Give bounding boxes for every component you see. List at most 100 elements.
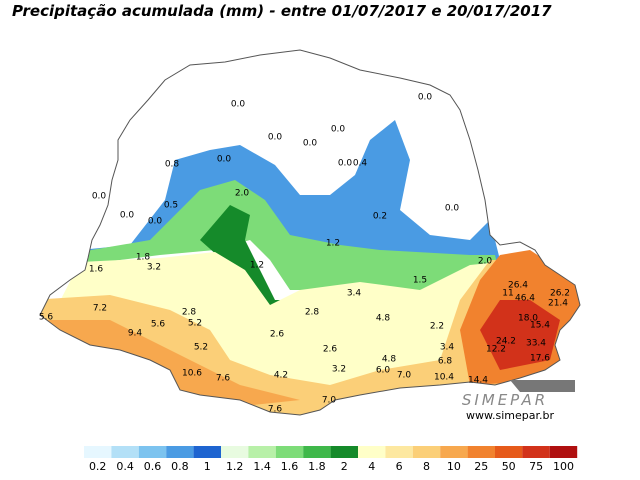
station-value: 0.0 xyxy=(268,133,283,143)
legend-swatch xyxy=(330,446,358,458)
logo-url: www.simepar.br xyxy=(466,409,554,422)
station-value: 4.2 xyxy=(274,371,288,381)
station-value: 0.8 xyxy=(165,160,180,170)
legend-label: 1 xyxy=(204,460,211,473)
legend-label: 1.6 xyxy=(281,460,299,473)
station-value: 1.5 xyxy=(413,276,427,286)
station-value: 6.8 xyxy=(438,357,453,367)
legend-swatch xyxy=(522,446,550,458)
station-value: 0.0 xyxy=(231,100,246,110)
station-value: 7.2 xyxy=(93,304,107,314)
zone-red xyxy=(480,300,560,370)
legend-label: 0.4 xyxy=(116,460,134,473)
station-value: 10.4 xyxy=(434,373,454,383)
state-border xyxy=(39,49,581,416)
legend-label: 75 xyxy=(529,460,543,473)
station-value: 11 xyxy=(502,289,513,299)
station-value: 26.4 xyxy=(508,281,528,291)
legend-label: 1.4 xyxy=(253,460,271,473)
station-value: 14.4 xyxy=(468,376,488,386)
station-value: 1.8 xyxy=(136,253,151,263)
legend-label: 1.2 xyxy=(226,460,244,473)
station-value: 2.6 xyxy=(270,330,285,340)
legend-swatch xyxy=(385,446,413,458)
logo-name: SIMEPAR xyxy=(462,391,548,409)
legend-swatch xyxy=(166,446,194,458)
legend-label: 10 xyxy=(447,460,461,473)
legend-swatch xyxy=(549,446,578,458)
legend-swatch xyxy=(248,446,276,458)
station-value: 24.2 xyxy=(496,337,516,347)
station-value: 18.0 xyxy=(518,314,538,324)
station-value: 1.2 xyxy=(326,239,340,249)
station-value: 0.2 xyxy=(373,212,387,222)
station-value: 5.6 xyxy=(39,313,54,323)
station-value: 2.0 xyxy=(478,257,493,267)
logo-mark xyxy=(510,380,575,392)
station-value: 0.0 xyxy=(217,155,232,165)
legend-label: 0.8 xyxy=(171,460,189,473)
station-value: 2.6 xyxy=(323,345,338,355)
legend-label: 25 xyxy=(474,460,488,473)
title: Precipitação acumulada (mm) - entre 01/0… xyxy=(12,2,552,20)
station-value: 5.2 xyxy=(188,319,202,329)
station-value: 1.6 xyxy=(89,265,104,275)
station-value: 2.0 xyxy=(235,189,250,199)
legend-label: 1.8 xyxy=(308,460,326,473)
station-value: 12.2 xyxy=(486,345,506,355)
station-value: 6.0 xyxy=(376,366,391,376)
station-value: 26.2 xyxy=(550,289,570,299)
station-value: 15.4 xyxy=(530,321,550,331)
station-value: 33.4 xyxy=(526,339,546,349)
station-value: 3.4 xyxy=(440,343,455,353)
legend-swatch xyxy=(221,446,249,458)
station-value: 0.0 xyxy=(445,204,460,214)
station-value: 0.0 xyxy=(148,217,163,227)
station-value: 3.2 xyxy=(332,365,346,375)
legend-swatch xyxy=(358,446,386,458)
station-value: 0.4 xyxy=(353,159,368,169)
station-value: 0.0 xyxy=(303,139,318,149)
station-value: 3.2 xyxy=(147,263,161,273)
legend-swatch xyxy=(111,446,139,458)
station-value: 0.0 xyxy=(338,159,353,169)
station-value: 0.0 xyxy=(418,93,433,103)
legend-swatch xyxy=(495,446,523,458)
legend-swatch xyxy=(303,446,331,458)
legend-swatch xyxy=(84,446,112,458)
station-value: 0.0 xyxy=(92,192,107,202)
legend-label: 50 xyxy=(502,460,516,473)
legend-label: 0.2 xyxy=(89,460,107,473)
station-value: 7.0 xyxy=(397,371,412,381)
legend-label: 2 xyxy=(341,460,348,473)
station-value: 0.0 xyxy=(331,125,346,135)
station-value: 7.6 xyxy=(268,405,283,415)
legend-swatch xyxy=(193,446,221,458)
legend-label: 8 xyxy=(423,460,430,473)
station-value: 2.8 xyxy=(305,308,320,318)
station-value: 1.2 xyxy=(250,261,264,271)
legend: 0.2 0.4 0.6 0.8 1 1.2 1.4 1.6 1.8 2 4 6 8 10 25 50 75 100 xyxy=(84,446,578,473)
legend-swatch xyxy=(467,446,495,458)
legend-swatch xyxy=(138,446,167,458)
station-value: 5.2 xyxy=(194,343,208,353)
station-value: 0.0 xyxy=(120,211,135,221)
station-value: 2.8 xyxy=(182,308,197,318)
station-value: 4.8 xyxy=(376,314,391,324)
legend-label: 0.6 xyxy=(144,460,162,473)
station-value: 7.6 xyxy=(216,374,231,384)
legend-swatch xyxy=(275,446,304,458)
station-value: 5.6 xyxy=(151,320,166,330)
station-value: 2.2 xyxy=(430,322,444,332)
station-value: 10.6 xyxy=(182,369,202,379)
zone-green xyxy=(80,180,500,290)
station-labels: 0.00.00.00.00.00.8 0.0 0.0 0.40.0 2.00.50.00… xyxy=(39,93,570,415)
station-value: 46.4 xyxy=(515,294,535,304)
legend-swatch xyxy=(440,446,468,458)
legend-label: 4 xyxy=(368,460,375,473)
station-value: 17.6 xyxy=(530,354,550,364)
station-value: 0.5 xyxy=(164,201,178,211)
legend-swatch xyxy=(412,446,441,458)
legend-label: 100 xyxy=(553,460,574,473)
